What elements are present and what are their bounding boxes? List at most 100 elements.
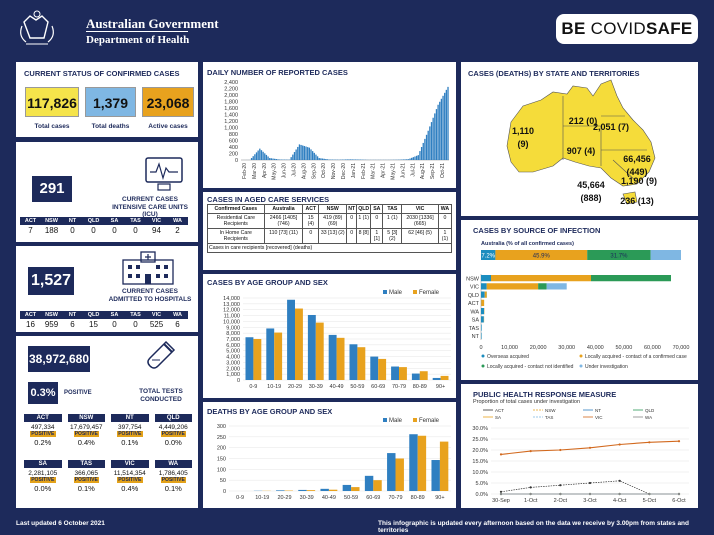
series-point [499,492,503,496]
x-tick-label: 30-39 [300,495,314,501]
total-cases-box: 117,826 [25,87,79,117]
aged-col-header: TAS [382,204,403,214]
bar-male [370,356,379,380]
test-count: 17,679,457 [69,424,103,431]
aged-note: Cases in care recipients [recovered] (de… [207,243,452,253]
x-tick-label: Feb-21 [361,163,367,179]
daily-bar [250,158,253,160]
y-tick-label: 10.0% [472,470,488,476]
positive-pct: 0.1% [121,438,139,447]
daily-bar [422,142,424,160]
daily-bar [424,138,426,160]
test-state-header: VIC [111,460,149,468]
test-state-header: TAS [67,460,105,468]
legend-label: TAS [545,415,553,420]
x-tick-label: 4-Oct [613,498,627,504]
state-header: SA [104,311,125,319]
state-header: NSW [41,217,62,225]
source-title: CASES BY SOURCE OF INFECTION [473,226,601,235]
hosp-state-grid: ACT NSW NT QLD SA TAS VIC WA 16 959 6 15 0 0 525 6 [20,311,188,329]
bar-male [342,484,352,491]
tests-value: 38,972,680 [28,346,90,372]
daily-bar [307,147,309,160]
source-bar [591,275,671,282]
response-panel: PUBLIC HEALTH RESPONSE MEASURE Proportio… [461,384,698,508]
daily-bar [290,157,292,160]
bar-female [417,435,427,491]
australia-map: 1,110 (9) 212 (0)2,051 (7) 907 (4) 66,456 (44… [506,79,657,206]
series-point [648,492,651,496]
aged-cell: 0 [437,213,453,229]
y-tick-label: NSW [466,276,480,282]
daily-cases-chart: 02004006008001,0001,2001,4001,6001,8002,… [224,80,449,180]
bar-female [357,347,366,380]
daily-bar [318,158,320,160]
daily-bar [442,95,444,160]
daily-bar [305,146,307,160]
daily-bar [411,157,413,160]
australia-stack-label: 31.7% [610,254,628,260]
daily-bar [412,157,415,160]
x-tick-label: Oct-21 [440,163,446,178]
state-value: 6 [70,320,75,329]
x-tick-label: Aug-21 [420,163,426,179]
daily-bar [434,113,436,160]
bar-female [440,375,449,380]
daily-bar [260,150,263,160]
daily-bar [407,159,410,160]
y-tick-label: 200 [217,446,226,452]
state-header: NT [62,217,83,225]
y-tick-label: 1,800 [224,100,238,106]
legend-label: Male [389,290,403,296]
daily-bar [310,149,312,160]
y-tick-label: 2,200 [224,87,238,93]
state-value: 0 [133,226,138,235]
state-deaths-label: (9) [518,139,529,149]
x-tick-label: Mar-20 [252,163,258,179]
icu-label2: INTENSIVE CARE UNITS (ICU) [112,204,188,218]
state-header: NSW [41,311,62,319]
legend-label: Male [389,418,403,424]
y-tick-label: 5,000 [226,349,240,355]
test-state-header: WA [154,460,192,468]
test-count: 2,281,105 [28,470,58,477]
daily-bar [353,159,355,160]
divider [16,242,198,246]
x-tick-label: Jun-20 [282,163,288,179]
state-value: 959 [44,320,59,329]
y-tick-label: 12,000 [223,308,240,314]
source-bar [538,283,547,290]
y-tick-label: 2,000 [226,366,240,372]
aged-cell: Residential Care Recipients [207,213,265,229]
y-tick-label: 11,000 [224,314,240,320]
bar-female [315,322,324,380]
daily-bar [427,130,429,160]
legend-label: SA [495,415,501,420]
source-bar [481,283,487,290]
daily-bar [264,153,266,160]
status-panel: CURRENT STATUS OF CONFIRMED CASES 117,82… [16,62,198,137]
x-tick-label: 20,000 [530,345,547,351]
test-count: 397,754 [118,424,142,431]
aged-cell: 5 [3] (2) [382,228,403,244]
deaths-age-title: DEATHS BY AGE GROUP AND SEX [207,407,333,416]
last-updated: Last updated 6 October 2021 [16,520,105,527]
footer-note: This infographic is updated every aftern… [378,520,690,534]
dept-title: Department of Health [86,34,190,46]
covidsafe-badge: BE COVIDSAFE [556,14,698,44]
daily-bar [429,126,431,160]
y-tick-label: 1,200 [224,119,238,125]
bar-male [307,314,316,380]
state-header: WA [167,311,188,319]
legend-label: NT [595,408,601,413]
state-value: 188 [44,226,59,235]
daily-bar [430,122,433,160]
bar-female [295,308,303,380]
y-tick-label: SA [472,318,480,324]
legend-label: Under investigation [585,364,628,370]
daily-bar [300,144,302,160]
aged-col-header: Australia [263,204,304,214]
aged-col-header: SA [370,204,384,214]
daily-bar [277,159,279,160]
legend-label: NSW [545,408,556,413]
